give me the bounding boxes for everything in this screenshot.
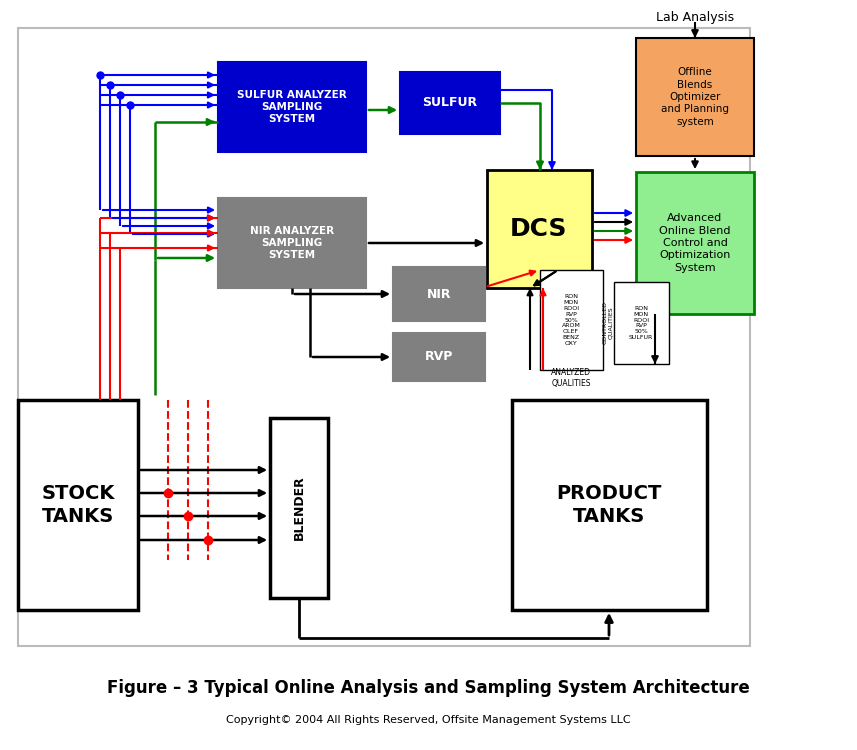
Text: RON
MON
ROOI
RVP
50%
AROM
OLEF
BENZ
OXY: RON MON ROOI RVP 50% AROM OLEF BENZ OXY (561, 294, 580, 346)
Bar (512, 400, 707, 610)
Bar (393, 267, 485, 321)
Bar (614, 282, 669, 364)
Text: RON
MON
ROOI
RVP
50%
SULFUR: RON MON ROOI RVP 50% SULFUR (629, 306, 653, 340)
Text: STOCK
TANKS: STOCK TANKS (41, 484, 115, 526)
Bar (270, 418, 328, 598)
Text: Advanced
Online Blend
Control and
Optimization
System: Advanced Online Blend Control and Optimi… (659, 213, 731, 273)
Bar (18, 28, 750, 646)
Bar (636, 172, 754, 314)
Bar (636, 38, 754, 156)
Text: SULFUR ANALYZER
SAMPLING
SYSTEM: SULFUR ANALYZER SAMPLING SYSTEM (237, 89, 347, 124)
Text: BLENDER: BLENDER (292, 476, 305, 540)
Text: CONTROLLED
QUALITIES: CONTROLLED QUALITIES (602, 302, 614, 344)
Text: DCS: DCS (510, 217, 567, 241)
Text: PRODUCT
TANKS: PRODUCT TANKS (556, 484, 662, 526)
Bar (218, 62, 366, 152)
Bar (18, 400, 138, 610)
Text: Copyright© 2004 All Rights Reserved, Offsite Management Systems LLC: Copyright© 2004 All Rights Reserved, Off… (225, 715, 630, 725)
Text: Lab Analysis: Lab Analysis (656, 11, 734, 25)
Text: NIR: NIR (427, 287, 452, 301)
Bar (487, 170, 592, 288)
Text: Figure – 3 Typical Online Analysis and Sampling System Architecture: Figure – 3 Typical Online Analysis and S… (106, 679, 749, 697)
Text: Offline
Blends
Optimizer
and Planning
system: Offline Blends Optimizer and Planning sy… (661, 68, 729, 127)
Bar (218, 198, 366, 288)
Text: SULFUR: SULFUR (423, 97, 477, 109)
Bar (400, 72, 500, 134)
Text: RVP: RVP (425, 350, 453, 364)
Bar (540, 270, 603, 370)
Bar (393, 333, 485, 381)
Text: NIR ANALYZER
SAMPLING
SYSTEM: NIR ANALYZER SAMPLING SYSTEM (250, 226, 334, 260)
Text: ANALYZED
QUALITIES: ANALYZED QUALITIES (551, 368, 591, 388)
